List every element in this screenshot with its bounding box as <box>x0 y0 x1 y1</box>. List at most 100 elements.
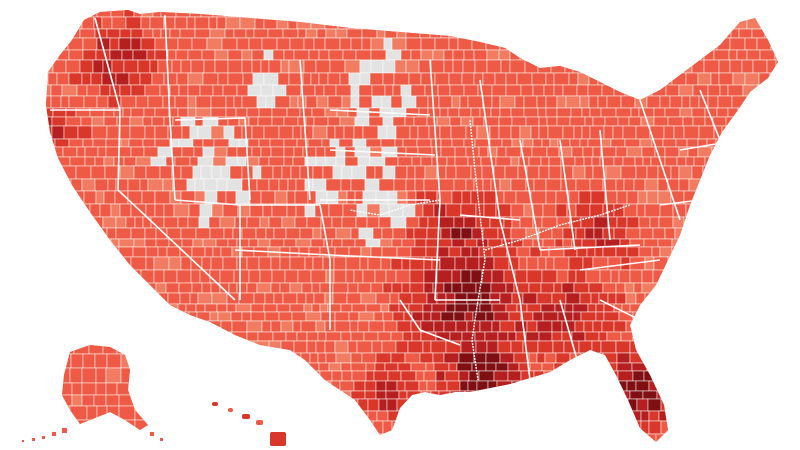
county-cell <box>46 390 54 400</box>
county-cell <box>722 380 735 392</box>
county-cell <box>194 16 210 30</box>
county-cell <box>688 10 698 18</box>
county-cell <box>450 398 465 412</box>
county-cell <box>678 410 690 422</box>
county-cell <box>184 340 196 354</box>
county-cell <box>180 390 195 400</box>
county-cell <box>160 10 177 18</box>
county-cell <box>150 331 167 342</box>
county-cell <box>406 390 422 400</box>
alaska-cell <box>131 431 146 444</box>
county-cell <box>615 340 631 354</box>
county-cell <box>175 49 189 61</box>
county-cell <box>568 49 582 61</box>
county-cell <box>631 410 642 422</box>
county-cell <box>785 204 797 217</box>
county-cell <box>280 59 290 74</box>
county-cell <box>785 139 799 147</box>
county-cell <box>257 390 274 400</box>
aleutian-islands <box>22 428 163 442</box>
county-cell <box>601 84 615 97</box>
hawaii-inset <box>212 402 286 446</box>
county-cell <box>277 362 288 372</box>
county-cell <box>201 282 212 294</box>
county-cell <box>139 178 149 192</box>
county-cell <box>300 433 312 442</box>
county-cell <box>373 311 384 322</box>
county-cell <box>537 340 554 354</box>
county-cell <box>351 420 363 435</box>
county-cell <box>137 380 150 392</box>
county-cell <box>559 390 572 400</box>
county-cell <box>595 28 605 39</box>
county-cell <box>91 116 105 127</box>
county-cell <box>525 116 540 127</box>
alaska-cell <box>118 394 137 407</box>
county-cell <box>178 331 188 342</box>
county-cell <box>174 410 186 422</box>
county-cell <box>76 311 93 322</box>
county-cell <box>125 282 135 294</box>
county-cell <box>283 49 295 61</box>
county-cell <box>584 227 595 240</box>
county-cell <box>142 331 152 342</box>
county-cell <box>259 362 269 372</box>
county-cell <box>746 49 761 61</box>
county-cell <box>354 190 364 205</box>
county-cell <box>538 116 548 127</box>
county-cell <box>497 331 509 342</box>
county-cell <box>51 116 67 127</box>
county-cell <box>672 216 685 229</box>
county-cell <box>120 311 134 322</box>
county-cell <box>186 178 196 192</box>
county-cell <box>549 16 566 30</box>
county-cell <box>358 227 374 240</box>
county-cell <box>538 331 553 342</box>
county-cell <box>462 443 477 450</box>
alaska-cell <box>117 419 136 430</box>
county-cell <box>423 282 434 294</box>
county-cell <box>766 165 778 180</box>
county-cell <box>79 331 94 342</box>
county-cell <box>733 420 747 435</box>
state-border-line <box>479 79 501 221</box>
county-cell <box>747 269 757 284</box>
county-cell <box>741 256 755 271</box>
alaska-cell <box>81 382 97 396</box>
county-cell <box>171 59 182 74</box>
aleutian-island <box>32 438 35 441</box>
county-cell <box>440 227 452 240</box>
county-cell <box>779 117 791 126</box>
county-cell <box>371 340 383 354</box>
county-cell <box>144 227 157 240</box>
county-cell <box>556 95 567 109</box>
county-cell <box>442 443 454 450</box>
county-cell <box>534 380 551 392</box>
county-cell <box>437 246 450 258</box>
county-cell <box>216 16 227 30</box>
county-cell <box>485 37 501 51</box>
county-cell <box>658 410 672 422</box>
county-cell <box>70 178 83 192</box>
county-cell <box>764 390 778 400</box>
county-cell <box>117 282 127 294</box>
county-cell <box>449 84 465 97</box>
county-cell <box>100 433 115 442</box>
county-cell <box>344 156 359 167</box>
county-cell <box>128 138 144 148</box>
county-cell <box>61 178 72 192</box>
county-cell <box>392 116 406 127</box>
county-cell <box>64 311 78 322</box>
county-cell <box>681 352 691 364</box>
county-cell <box>86 84 101 97</box>
county-cell <box>420 49 434 61</box>
county-cell <box>454 303 469 313</box>
county-cell <box>425 398 442 412</box>
alaska-cell <box>135 394 148 407</box>
county-cell <box>148 390 161 400</box>
county-cell <box>332 282 349 294</box>
county-cell <box>636 398 649 412</box>
county-cell <box>745 320 755 333</box>
county-cell <box>215 238 229 248</box>
county-cell <box>467 380 478 392</box>
